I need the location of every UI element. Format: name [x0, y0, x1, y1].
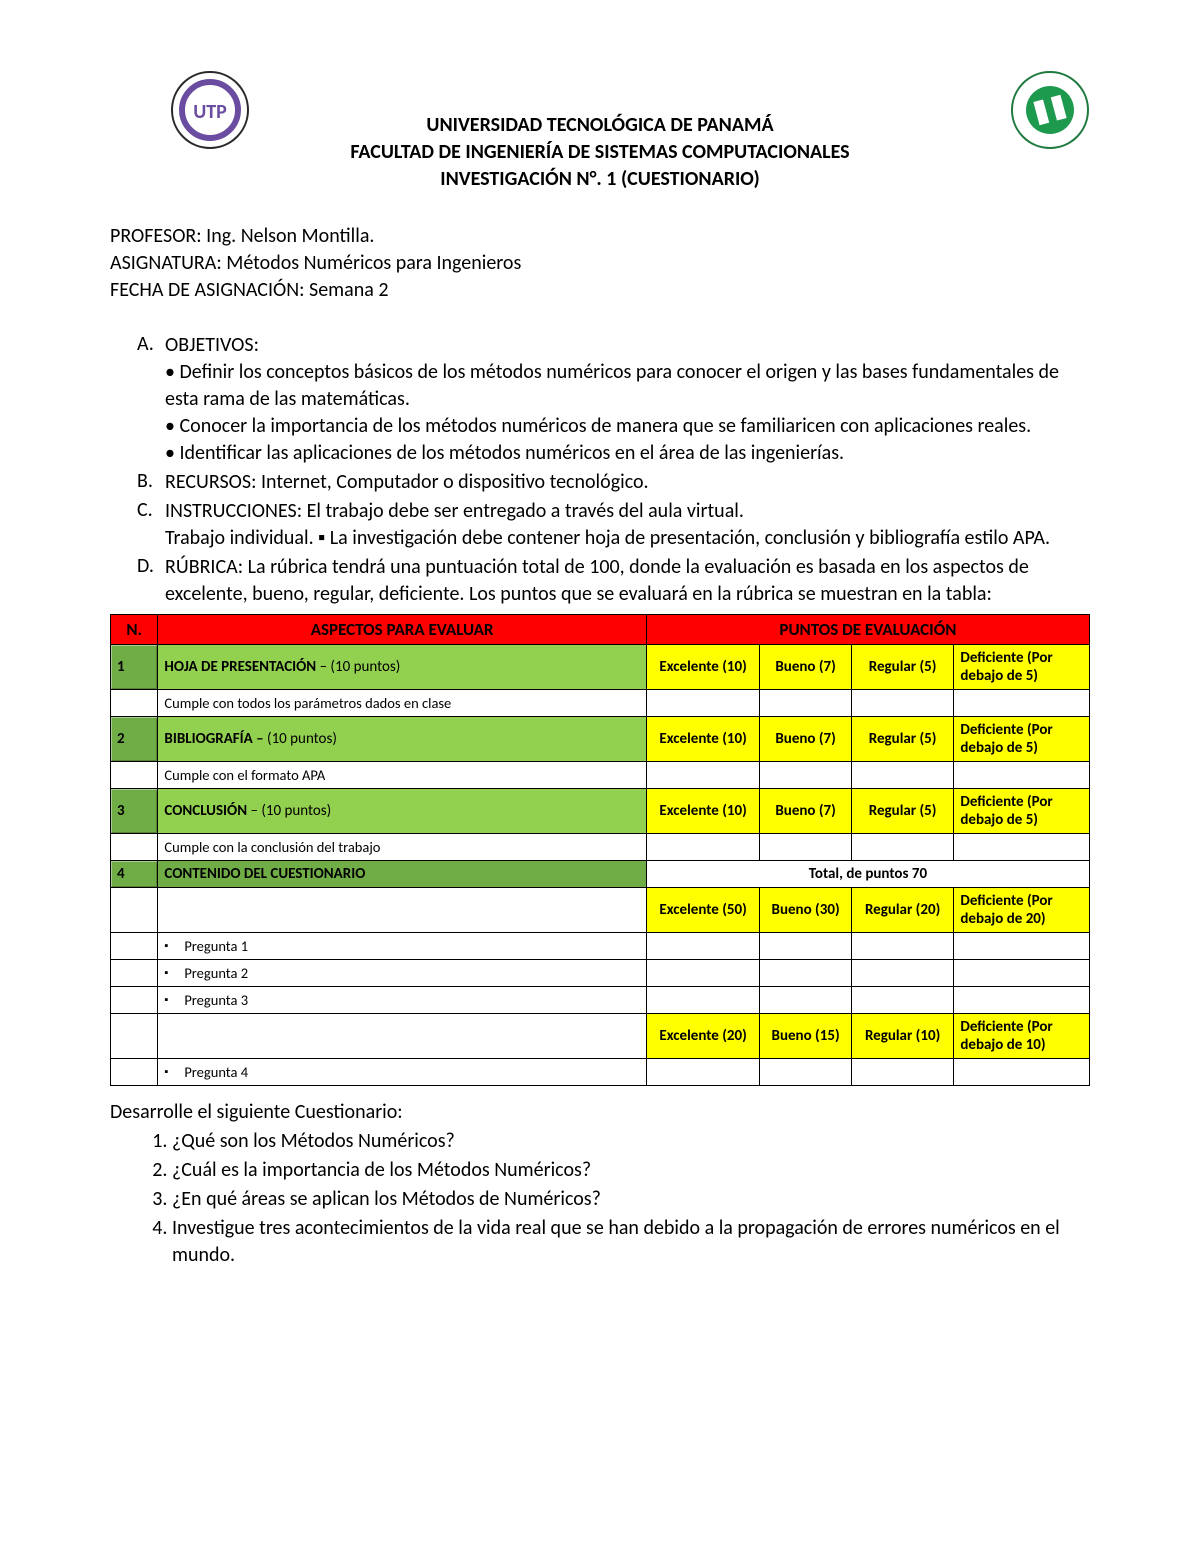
pregunta-3: Pregunta 3 — [158, 987, 646, 1014]
asignatura-label: ASIGNATURA: — [110, 251, 226, 275]
section-d-marker: D. — [137, 554, 154, 578]
row3-pts: – (10 puntos) — [247, 802, 331, 820]
header-n: N. — [111, 615, 158, 645]
row1-reg: Regular (5) — [851, 645, 954, 690]
table-row: Cumple con el formato APA — [111, 762, 1090, 789]
section-c-marker: C. — [137, 498, 153, 522]
row3-num: 3 — [111, 789, 158, 834]
table-row: 4 CONTENIDO DEL CUESTIONARIO Total, de p… — [111, 861, 1090, 888]
q4-bue: Bueno (15) — [760, 1014, 852, 1059]
objective-2: • Conocer la importancia de los métodos … — [165, 413, 1090, 440]
sections: A. OBJETIVOS: • Definir los conceptos bá… — [110, 332, 1090, 608]
header-aspectos: ASPECTOS PARA EVALUAR — [158, 615, 646, 645]
section-b-marker: B. — [137, 469, 153, 493]
table-row: Cumple con la conclusión del trabajo — [111, 834, 1090, 861]
row2-bue: Bueno (7) — [760, 717, 852, 762]
document-page: UTP UNIVERSIDAD TECNOLÓGICA DE PANAMÁ FA… — [0, 0, 1200, 1349]
section-c-text2: Trabajo individual. ▪ La investigación d… — [165, 526, 1050, 550]
asignatura-value: Métodos Numéricos para Ingenieros — [226, 251, 521, 275]
q4-exc: Excelente (20) — [646, 1014, 760, 1059]
row1-exc: Excelente (10) — [646, 645, 760, 690]
title-line-3: INVESTIGACIÓN N°. 1 (CUESTIONARIO) — [110, 166, 1090, 193]
profesor-label: PROFESOR: — [110, 224, 206, 248]
meta-block: PROFESOR: Ing. Nelson Montilla. ASIGNATU… — [110, 223, 1090, 304]
question-3: ¿En qué áreas se aplican los Métodos de … — [172, 1186, 1090, 1213]
section-b: B. RECURSOS: Internet, Computador o disp… — [165, 469, 1090, 496]
question-1: ¿Qué son los Métodos Numéricos? — [172, 1128, 1090, 1155]
university-logo-icon: UTP — [170, 70, 250, 150]
row3-def: Deficiente (Por debajo de 5) — [954, 789, 1090, 834]
row2-def: Deficiente (Por debajo de 5) — [954, 717, 1090, 762]
objective-3: • Identificar las aplicaciones de los mé… — [165, 440, 1090, 467]
title-line-2: FACULTAD DE INGENIERÍA DE SISTEMAS COMPU… — [110, 139, 1090, 166]
section-d-text: RÚBRICA: La rúbrica tendrá una puntuació… — [165, 554, 1090, 608]
section-c-text1: INSTRUCCIONES: El trabajo debe ser entre… — [165, 499, 744, 523]
section-b-text: RECURSOS: Internet, Computador o disposi… — [165, 469, 1090, 496]
header-puntos: PUNTOS DE EVALUACIÓN — [646, 615, 1089, 645]
pregunta-1: Pregunta 1 — [158, 933, 646, 960]
table-row: Cumple con todos los parámetros dados en… — [111, 690, 1090, 717]
header: UTP UNIVERSIDAD TECNOLÓGICA DE PANAMÁ FA… — [110, 70, 1090, 193]
section-a: A. OBJETIVOS: • Definir los conceptos bá… — [165, 332, 1090, 467]
row2-title: BIBLIOGRAFÍA – — [164, 730, 267, 748]
questions-list: ¿Qué son los Métodos Numéricos? ¿Cuál es… — [110, 1128, 1090, 1269]
table-row: Excelente (50) Bueno (30) Regular (20) D… — [111, 888, 1090, 933]
table-row: Pregunta 2 — [111, 960, 1090, 987]
row1-num: 1 — [111, 645, 158, 690]
table-row: Pregunta 4 — [111, 1059, 1090, 1086]
row2-reg: Regular (5) — [851, 717, 954, 762]
row2-exc: Excelente (10) — [646, 717, 760, 762]
table-row: Pregunta 1 — [111, 933, 1090, 960]
row3-sub: Cumple con la conclusión del trabajo — [158, 834, 646, 861]
fecha-value: Semana 2 — [309, 278, 388, 302]
pregunta-2: Pregunta 2 — [158, 960, 646, 987]
objective-1: • Definir los conceptos básicos de los m… — [165, 359, 1090, 413]
profesor-value: Ing. Nelson Montilla. — [206, 224, 374, 248]
content-def: Deficiente (Por debajo de 20) — [954, 888, 1090, 933]
svg-text:UTP: UTP — [193, 100, 227, 124]
questions-intro: Desarrolle el siguiente Cuestionario: — [110, 1100, 1090, 1124]
table-row: 2 BIBLIOGRAFÍA – (10 puntos) Excelente (… — [111, 717, 1090, 762]
section-a-title: OBJETIVOS: — [165, 333, 259, 357]
rubric-table: N. ASPECTOS PARA EVALUAR PUNTOS DE EVALU… — [110, 614, 1090, 1086]
q4-reg: Regular (10) — [851, 1014, 954, 1059]
row1-bue: Bueno (7) — [760, 645, 852, 690]
section-c: C. INSTRUCCIONES: El trabajo debe ser en… — [165, 498, 1090, 552]
row3-title: CONCLUSIÓN — [164, 802, 247, 820]
row4-num: 4 — [111, 861, 158, 888]
table-row: 1 HOJA DE PRESENTACIÓN – (10 puntos) Exc… — [111, 645, 1090, 690]
row1-def: Deficiente (Por debajo de 5) — [954, 645, 1090, 690]
content-exc: Excelente (50) — [646, 888, 760, 933]
row1-title: HOJA DE PRESENTACIÓN — [164, 658, 316, 676]
title-line-1: UNIVERSIDAD TECNOLÓGICA DE PANAMÁ — [110, 112, 1090, 139]
content-reg: Regular (20) — [851, 888, 954, 933]
row3-bue: Bueno (7) — [760, 789, 852, 834]
row3-reg: Regular (5) — [851, 789, 954, 834]
row2-pts: (10 puntos) — [267, 730, 337, 748]
section-d: D. RÚBRICA: La rúbrica tendrá una puntua… — [165, 554, 1090, 608]
row3-exc: Excelente (10) — [646, 789, 760, 834]
row1-sub: Cumple con todos los parámetros dados en… — [158, 690, 646, 717]
title-block: UNIVERSIDAD TECNOLÓGICA DE PANAMÁ FACULT… — [110, 70, 1090, 193]
table-row: Excelente (20) Bueno (15) Regular (10) D… — [111, 1014, 1090, 1059]
fecha-label: FECHA DE ASIGNACIÓN: — [110, 278, 309, 302]
row2-num: 2 — [111, 717, 158, 762]
content-bue: Bueno (30) — [760, 888, 852, 933]
row1-pts: – (10 puntos) — [316, 658, 400, 676]
table-row: Pregunta 3 — [111, 987, 1090, 1014]
pregunta-4: Pregunta 4 — [158, 1059, 646, 1086]
q4-def: Deficiente (Por debajo de 10) — [954, 1014, 1090, 1059]
row2-sub: Cumple con el formato APA — [158, 762, 646, 789]
question-4: Investigue tres acontecimientos de la vi… — [172, 1215, 1090, 1269]
row4-title: CONTENIDO DEL CUESTIONARIO — [158, 861, 646, 888]
question-2: ¿Cuál es la importancia de los Métodos N… — [172, 1157, 1090, 1184]
section-a-marker: A. — [137, 332, 154, 356]
table-header-row: N. ASPECTOS PARA EVALUAR PUNTOS DE EVALU… — [111, 615, 1090, 645]
faculty-logo-icon — [1010, 70, 1090, 150]
table-row: 3 CONCLUSIÓN – (10 puntos) Excelente (10… — [111, 789, 1090, 834]
row4-total: Total, de puntos 70 — [646, 861, 1089, 888]
